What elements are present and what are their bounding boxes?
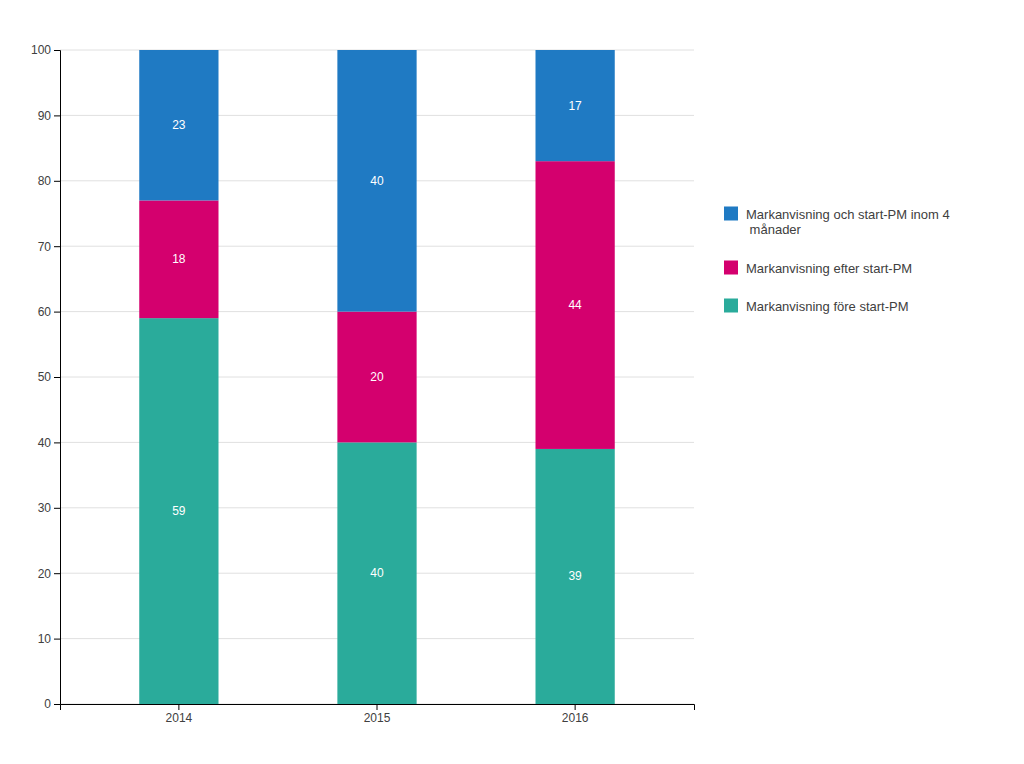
data-label: 40 (370, 566, 384, 580)
grid (60, 50, 694, 704)
data-label: 44 (568, 298, 582, 312)
y-tick-mark (54, 377, 60, 378)
y-tick-label: 90 (38, 109, 52, 123)
x-tick-mark (377, 704, 378, 710)
y-tick: 100 (31, 43, 60, 57)
y-tick: 70 (38, 240, 60, 254)
bar-segment (536, 50, 615, 161)
y-tick-label: 20 (38, 567, 52, 581)
x-tick-mark (575, 704, 576, 710)
y-tick-mark (54, 50, 60, 51)
legend-label-line: månader (746, 222, 802, 237)
x-tick-mark (178, 704, 179, 710)
y-tick-mark (54, 573, 60, 574)
bar-segment (337, 50, 416, 312)
bar-segment (536, 161, 615, 449)
bar-segment (139, 200, 218, 318)
legend-label: Markanvisning före start-PM (746, 298, 909, 313)
y-tick-mark (54, 508, 60, 509)
bar-segment (337, 442, 416, 704)
x-tick: 2016 (562, 704, 589, 725)
y-tick-label: 10 (38, 632, 52, 646)
x-tick: 2014 (166, 704, 193, 725)
x-axis: 2014 2015 2016 (61, 704, 695, 725)
y-tick: 80 (38, 174, 60, 188)
legend-swatch (724, 261, 738, 275)
y-tick-mark (54, 442, 60, 443)
y-tick: 0 (44, 697, 60, 711)
y-tick-label: 100 (31, 43, 51, 57)
y-tick-label: 80 (38, 174, 52, 188)
y-axis: 0 10 20 30 40 50 60 70 80 90 100 (31, 43, 61, 711)
bar-segment (536, 449, 615, 704)
legend-label: Markanvisning efter start-PM (746, 260, 912, 275)
legend-label-line: Markanvisning och start-PM inom 4 (746, 206, 950, 221)
y-tick-label: 60 (38, 305, 52, 319)
y-tick: 30 (38, 501, 60, 515)
y-tick-label: 40 (38, 436, 52, 450)
legend-swatch (724, 299, 738, 313)
legend-item: Markanvisning och start-PM inom 4 månade… (724, 206, 950, 237)
data-label: 39 (568, 569, 582, 583)
data-label: 20 (370, 370, 384, 384)
plot: 0 10 20 30 40 50 60 70 80 90 100 2014 2015 2016 59 40 39… (31, 43, 695, 724)
legend-swatch (724, 207, 738, 221)
y-tick-label: 50 (38, 370, 52, 384)
data-labels: 59 40 39 18 20 44 23 40 17 (172, 99, 582, 584)
x-tick-label: 2015 (364, 711, 391, 725)
y-tick-label: 70 (38, 240, 52, 254)
x-tick: 2015 (364, 704, 391, 725)
y-tick: 20 (38, 567, 60, 581)
legend-item: Markanvisning före start-PM (724, 298, 909, 313)
y-tick: 10 (38, 632, 60, 646)
data-label: 17 (568, 99, 582, 113)
y-tick-label: 0 (44, 697, 51, 711)
y-tick-mark (54, 704, 60, 705)
series (139, 50, 615, 312)
y-tick-mark (54, 115, 60, 116)
bar-segment (139, 318, 218, 704)
data-label: 59 (172, 504, 186, 518)
y-tick: 60 (38, 305, 60, 319)
y-tick: 90 (38, 109, 60, 123)
chart: 0 10 20 30 40 50 60 70 80 90 100 2014 2015 2016 59 40 39… (0, 0, 1024, 764)
legend-label-line: Markanvisning efter start-PM (746, 260, 912, 275)
y-axis-line (54, 51, 61, 705)
legend-label-line: Markanvisning före start-PM (746, 298, 909, 313)
y-tick-mark (54, 246, 60, 247)
data-label: 40 (370, 174, 384, 188)
y-tick-mark (54, 639, 60, 640)
bars (139, 50, 615, 704)
legend: Markanvisning och start-PM inom 4 månade… (724, 206, 950, 313)
x-axis-line (61, 705, 695, 711)
legend-item: Markanvisning efter start-PM (724, 260, 912, 275)
legend-label: Markanvisning och start-PM inom 4 månade… (746, 206, 950, 237)
y-tick-mark (54, 312, 60, 313)
bar-segment (337, 312, 416, 443)
y-tick: 40 (38, 436, 60, 450)
x-tick-label: 2016 (562, 711, 589, 725)
data-label: 23 (172, 118, 186, 132)
y-tick-label: 30 (38, 501, 52, 515)
y-tick: 50 (38, 370, 60, 384)
bar-segment (139, 50, 218, 200)
x-tick-label: 2014 (166, 711, 193, 725)
data-label: 18 (172, 252, 186, 266)
y-tick-mark (54, 181, 60, 182)
